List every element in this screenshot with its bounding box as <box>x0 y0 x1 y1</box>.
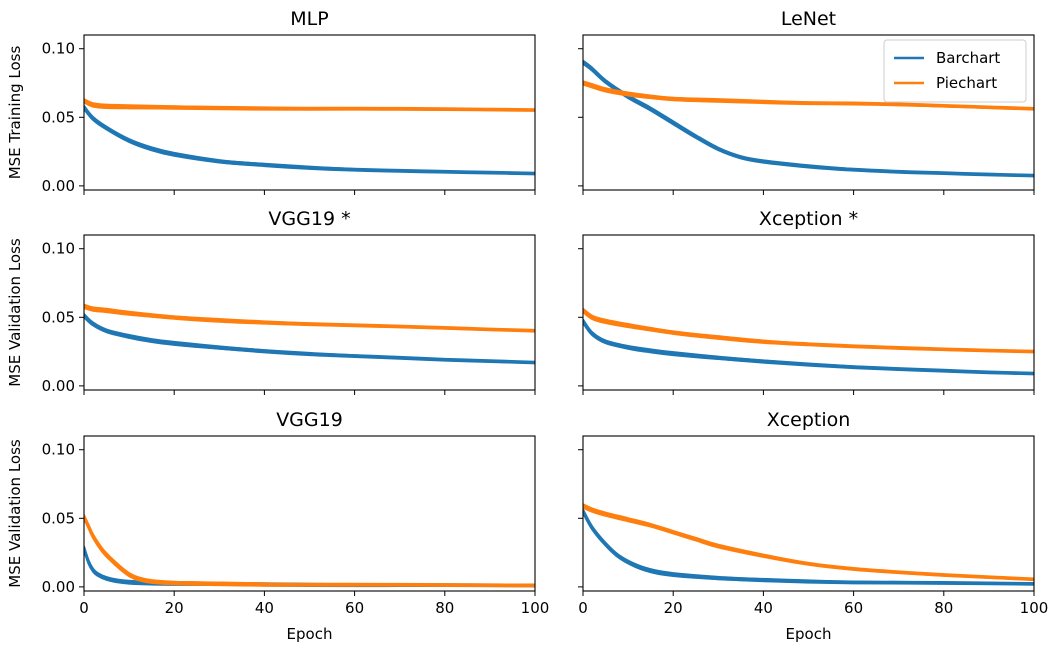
x-tick-label: 100 <box>521 599 550 617</box>
legend: Barchart Piechart <box>883 39 1027 103</box>
y-tick-label: 0.05 <box>42 509 75 527</box>
subplot-title: LeNet <box>781 8 836 30</box>
axes-frame <box>582 34 1035 191</box>
y-tick-label: 0.00 <box>42 177 75 195</box>
y-axis-label: MSE Training Loss <box>6 46 24 180</box>
axes-frame <box>83 234 536 391</box>
y-axis-label: MSE Validation Loss <box>6 439 24 588</box>
plot-area <box>84 514 535 588</box>
x-tick-label: 80 <box>934 599 953 617</box>
y-tick-label: 0.10 <box>42 40 75 58</box>
plot-area <box>583 307 1034 376</box>
series-line-barchart-run-3 <box>84 107 535 175</box>
y-tick-label: 0.05 <box>42 308 75 326</box>
series-line-piechart-run-5 <box>583 81 1034 110</box>
series-line-piechart-run-5 <box>583 308 1034 353</box>
axes-frame <box>83 435 536 592</box>
subplot-title: Xception * <box>759 208 858 230</box>
series-line-piechart-run-1 <box>84 515 535 588</box>
series-line-piechart-run-4 <box>583 503 1034 581</box>
x-axis-label: Epoch <box>786 625 832 643</box>
series-line-piechart-run-5 <box>84 304 535 332</box>
x-tick-label: 60 <box>844 599 863 617</box>
x-tick-label: 20 <box>165 599 184 617</box>
x-axis-label: Epoch <box>287 625 333 643</box>
legend-label-piechart: Piechart <box>936 74 997 92</box>
subplot-2: 0.00 0.05 0.10 VGG19 * MSE Validation Loss <box>6 208 536 395</box>
legend-box <box>883 39 1027 103</box>
axes-frame <box>582 234 1035 391</box>
subplot-4: 0.00 0.05 0.10 0 20 40 60 80 100 VGG19 MSE Validat… <box>6 409 549 643</box>
series-line-piechart-run-3 <box>84 516 535 587</box>
series-line-piechart-run-4 <box>84 514 535 587</box>
x-tick-label: 0 <box>578 599 588 617</box>
subplot-1: LeNet Barchart Piechart <box>578 8 1035 195</box>
series-line-barchart-run-5 <box>583 59 1034 177</box>
series-line-barchart-run-2 <box>84 107 535 176</box>
y-tick-label: 0.10 <box>42 240 75 258</box>
series-line-piechart-run-5 <box>84 515 535 586</box>
plot-area <box>583 59 1034 178</box>
series-line-barchart-run-1 <box>84 106 535 176</box>
x-tick-label: 100 <box>1020 599 1049 617</box>
x-tick-label: 20 <box>664 599 683 617</box>
plot-area <box>84 303 535 365</box>
subplot-0: 0.00 0.05 0.10 MLP MSE Training Loss <box>6 8 536 195</box>
series-line-piechart-run-5 <box>583 504 1034 580</box>
series-line-barchart-run-5 <box>583 318 1034 374</box>
series-line-barchart-run-4 <box>84 105 535 175</box>
legend-label-barchart: Barchart <box>936 49 1000 67</box>
y-tick-label: 0.10 <box>42 441 75 459</box>
axes-frame <box>582 435 1035 592</box>
subplot-3: Xception * <box>578 208 1035 395</box>
x-tick-label: 0 <box>79 599 89 617</box>
x-tick-label: 40 <box>754 599 773 617</box>
y-tick-label: 0.05 <box>42 108 75 126</box>
series-line-piechart-run-2 <box>84 517 535 588</box>
x-tick-label: 60 <box>345 599 364 617</box>
series-line-piechart-run-5 <box>84 98 535 111</box>
x-tick-label: 40 <box>255 599 274 617</box>
plot-area <box>84 98 535 176</box>
subplot-title: Xception <box>767 409 851 431</box>
series-line-barchart-run-1 <box>583 509 1034 586</box>
x-tick-label: 80 <box>435 599 454 617</box>
series-line-barchart-run-5 <box>583 508 1034 585</box>
series-line-barchart-run-5 <box>84 104 535 174</box>
subplot-title: VGG19 <box>276 409 343 431</box>
y-tick-label: 0.00 <box>42 578 75 596</box>
series-line-barchart-run-5 <box>84 313 535 364</box>
axes-frame <box>83 34 536 191</box>
plot-area <box>583 503 1034 586</box>
subplot-title: MLP <box>290 8 328 30</box>
subplot-title: VGG19 * <box>268 208 350 230</box>
y-axis-label: MSE Validation Loss <box>6 238 24 387</box>
subplot-5: 0 20 40 60 80 100 Xception Epoch <box>578 409 1048 643</box>
y-tick-label: 0.00 <box>42 377 75 395</box>
